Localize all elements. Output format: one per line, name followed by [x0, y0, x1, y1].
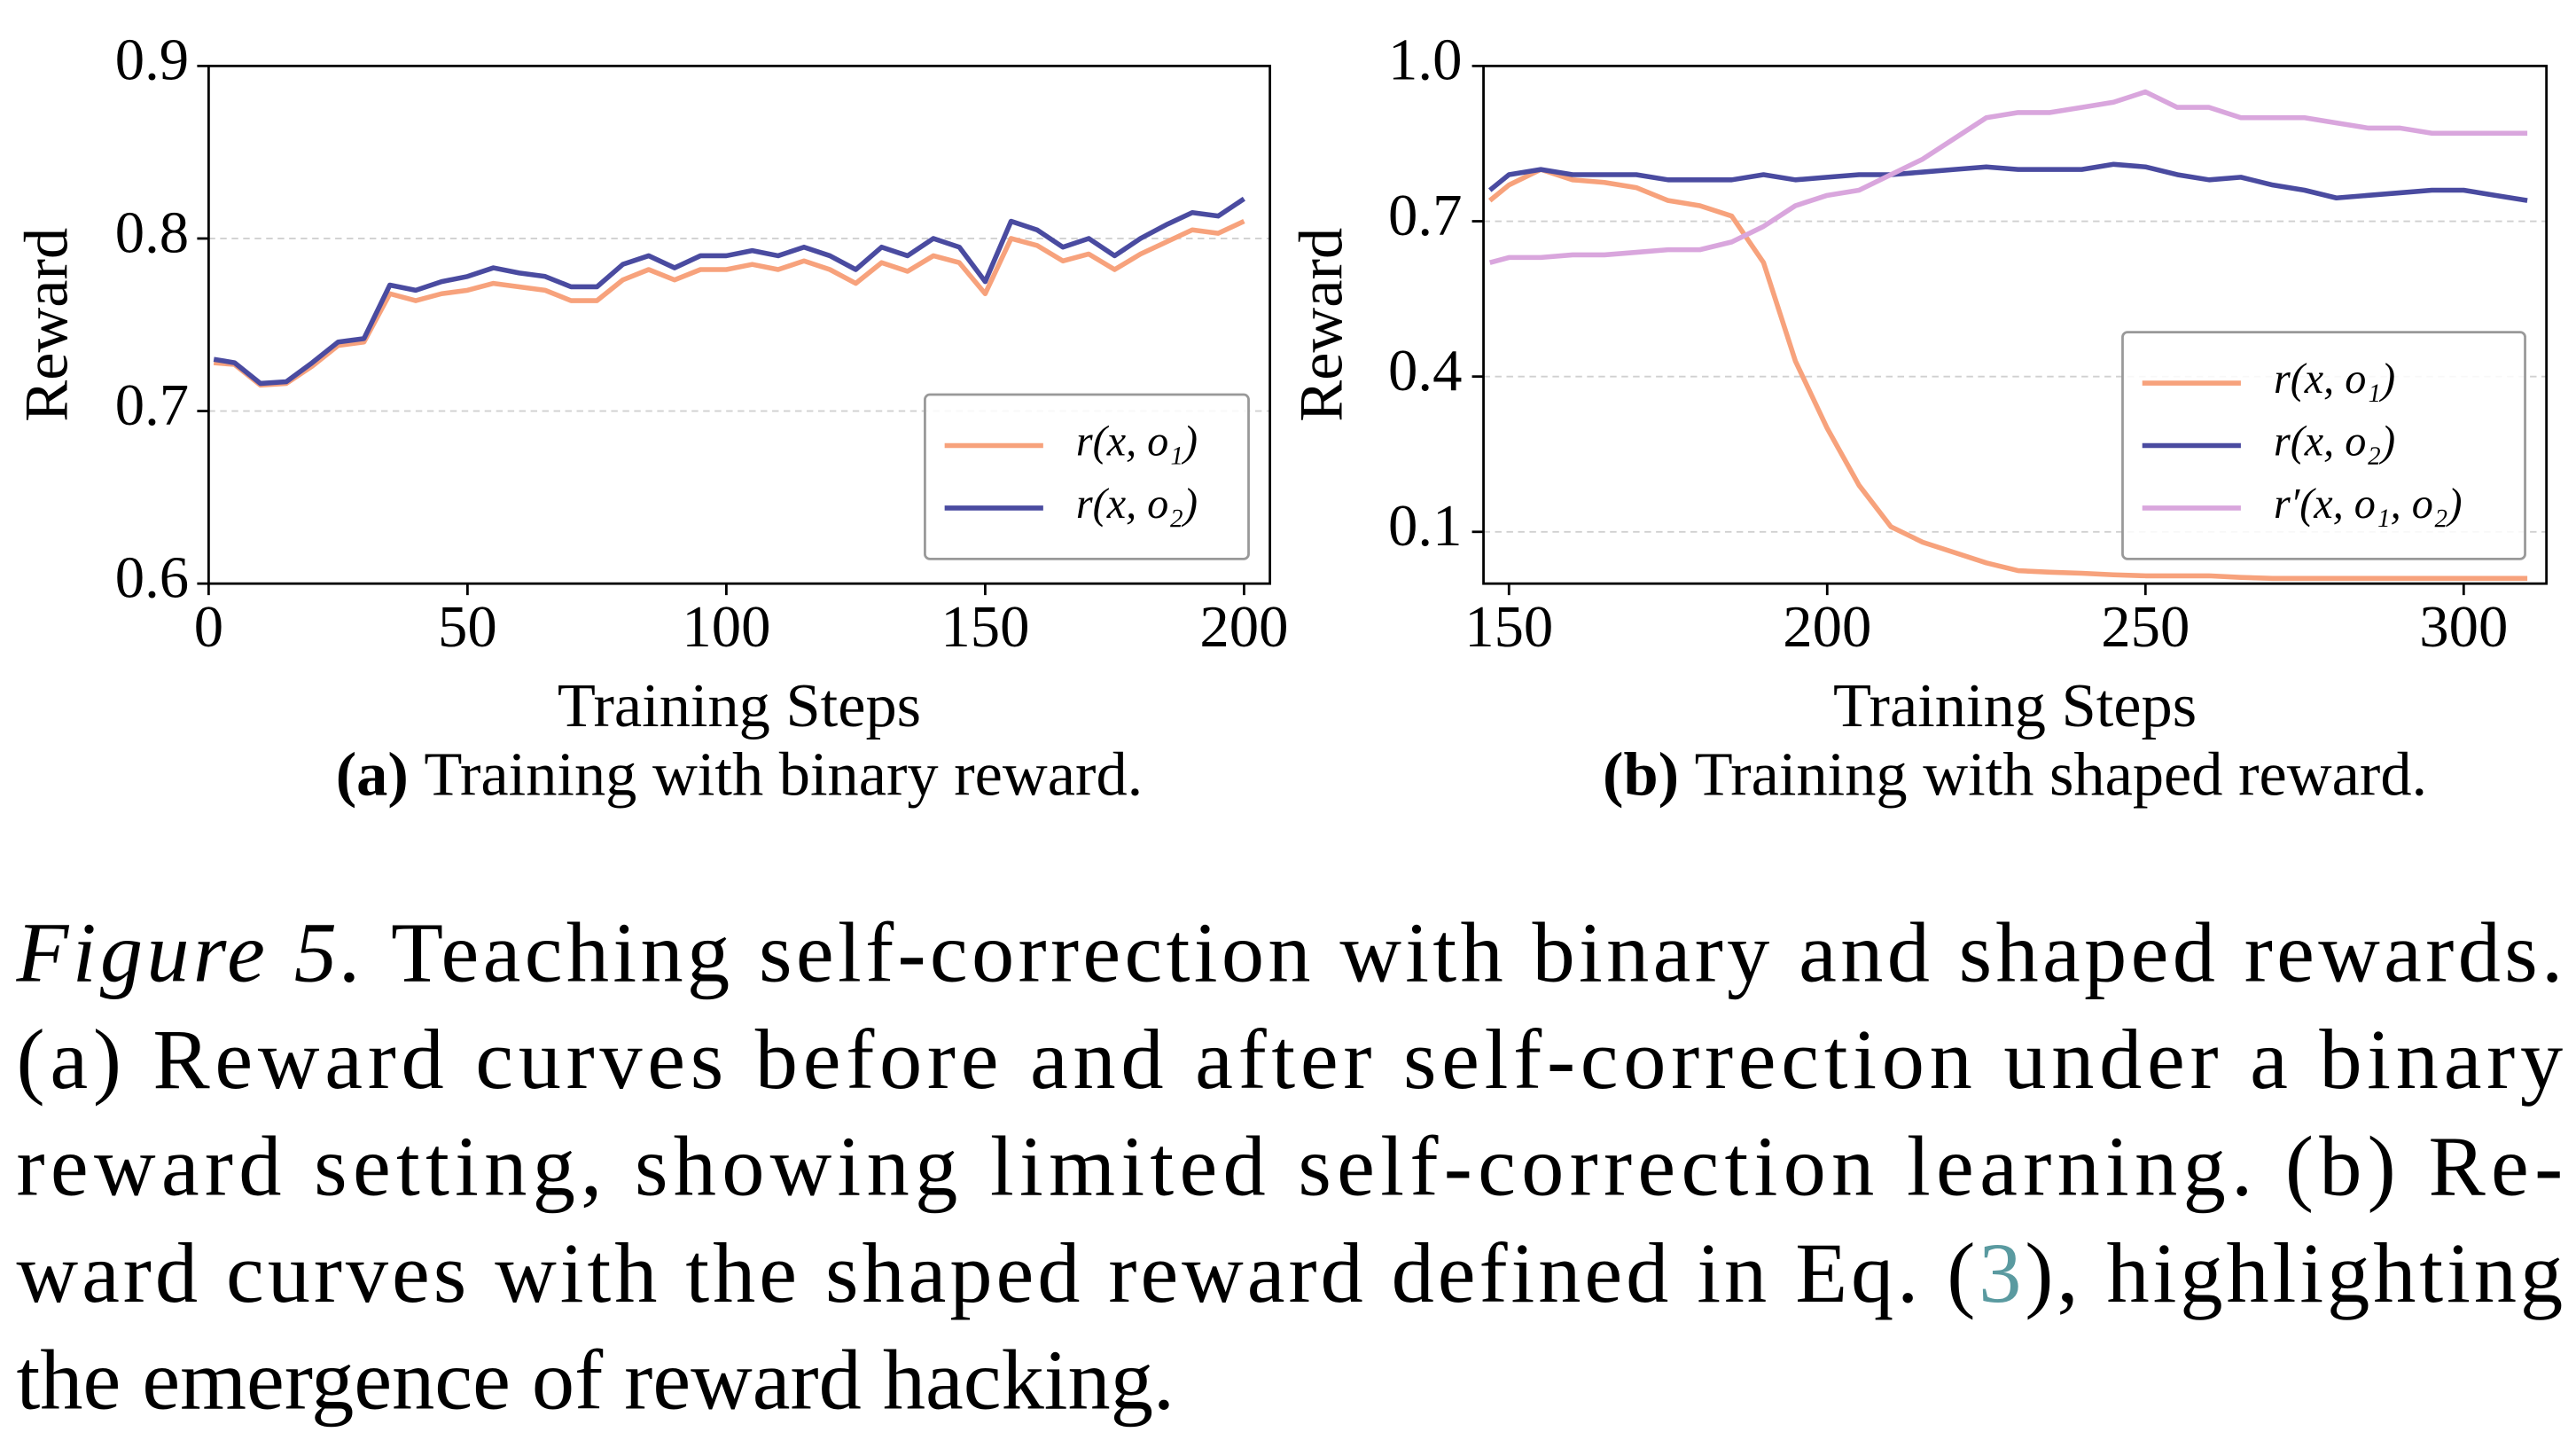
- legend-box: [2121, 331, 2526, 560]
- y-axis-label: Reward: [1287, 228, 1356, 422]
- x-tick-label: 150: [1464, 595, 1553, 660]
- caption-line: reward setting, showing limited self-cor…: [17, 1119, 2564, 1214]
- subcaption-text: Training with binary reward.: [424, 740, 1143, 810]
- caption-text: Teaching self-correction with binary and…: [391, 905, 2563, 1000]
- x-tick-label: 100: [682, 595, 770, 660]
- legend-label: r(x, o₁): [1076, 419, 1198, 466]
- x-tick-label: 50: [438, 595, 497, 660]
- caption-text: ward curves with the shaped reward defin…: [17, 1225, 1976, 1320]
- subcaption: (b) Training with shaped reward.: [1603, 740, 2427, 810]
- y-tick-label: 0.4: [1388, 339, 1462, 403]
- legend-label: r(x, o₂): [2274, 419, 2395, 466]
- subcaption-label: (a): [336, 740, 409, 810]
- equation-ref[interactable]: 3: [1979, 1225, 2021, 1320]
- x-tick-label: 200: [1199, 595, 1288, 660]
- legend-label: r′(x, o₁, o₂): [2274, 481, 2463, 528]
- subcaption-text: Training with shaped reward.: [1695, 740, 2427, 810]
- y-tick-label: 0.6: [115, 545, 189, 610]
- plot-frame: [1482, 64, 2549, 585]
- caption-line: ward curves with the shaped reward defin…: [17, 1225, 2564, 1320]
- y-tick-label: 0.7: [115, 373, 189, 438]
- y-axis-label: Reward: [12, 228, 81, 422]
- x-tick-label: 300: [2419, 595, 2508, 660]
- caption-label: Figure 5.: [16, 905, 363, 1000]
- plot-frame: [207, 64, 1272, 585]
- caption-text: ), highlighting: [2025, 1225, 2563, 1320]
- caption-line: the emergence of reward hacking.: [17, 1333, 1175, 1428]
- series-line: [1487, 167, 2528, 582]
- legend-box: [924, 393, 1250, 560]
- x-tick-label: 250: [2101, 595, 2190, 660]
- y-tick-label: 0.1: [1388, 494, 1462, 559]
- x-axis-label: Training Steps: [558, 671, 921, 740]
- y-tick-label: 0.9: [115, 28, 189, 93]
- series-line: [1487, 161, 2528, 203]
- y-tick-label: 1.0: [1388, 28, 1462, 93]
- series-line: [1488, 89, 2528, 265]
- y-tick-label: 0.8: [115, 200, 189, 265]
- subcaption: (a) Training with binary reward.: [336, 740, 1144, 810]
- caption-line: (a) Reward curves before and after self-…: [17, 1012, 2564, 1107]
- x-tick-label: 200: [1783, 595, 1871, 660]
- legend-label: r(x, o₂): [1076, 481, 1198, 528]
- x-tick-label: 0: [194, 595, 223, 660]
- subcaption-label: (b): [1603, 740, 1679, 810]
- caption-line: Figure 5. Teaching self-correction with …: [16, 905, 2564, 1000]
- x-tick-label: 150: [941, 595, 1029, 660]
- legend-label: r(x, o₁): [2274, 356, 2395, 403]
- series-line: [213, 218, 1245, 388]
- y-tick-label: 0.7: [1388, 184, 1462, 248]
- x-axis-label: Training Steps: [1833, 671, 2197, 740]
- series-line: [213, 196, 1245, 387]
